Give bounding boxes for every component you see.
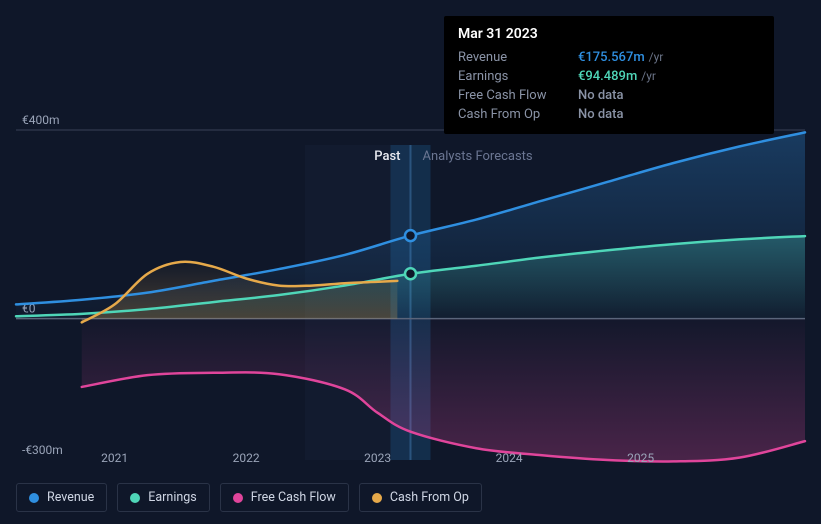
area-fcf [82,319,805,462]
label-past: Past [374,149,400,164]
marker-earnings [405,268,416,279]
x-axis-label: 2024 [496,451,523,465]
financial-forecast-chart: €400m€0-€300m20212022202320242025PastAna… [0,0,821,524]
chart-legend: Revenue Earnings Free Cash Flow Cash From O… [16,483,482,512]
tooltip-row-label: Cash From Op [458,105,578,124]
legend-item-earnings[interactable]: Earnings [117,483,209,512]
tooltip-row-label: Revenue [458,48,578,67]
x-axis-label: 2022 [233,451,260,465]
legend-dot-icon [233,493,243,503]
legend-label: Free Cash Flow [251,490,336,505]
tooltip-row-value: €175.567m/yr [578,48,760,67]
label-forecast: Analysts Forecasts [423,149,533,164]
tooltip-row-value: No data [578,105,760,124]
x-axis-label: 2021 [101,451,128,465]
tooltip-table: Revenue €175.567m/yrEarnings €94.489m/yr… [458,48,760,124]
tooltip-row: Cash From Op No data [458,105,760,124]
tooltip-row-label: Earnings [458,67,578,86]
tooltip-row: Free Cash Flow No data [458,86,760,105]
tooltip-row: Earnings €94.489m/yr [458,67,760,86]
marker-revenue [405,230,416,241]
legend-dot-icon [29,493,39,503]
tooltip-row-label: Free Cash Flow [458,86,578,105]
x-axis-label: 2025 [627,451,654,465]
tooltip-row-value: €94.489m/yr [578,67,760,86]
x-axis-label: 2023 [364,451,391,465]
legend-label: Earnings [148,490,196,505]
legend-item-revenue[interactable]: Revenue [16,483,107,512]
y-axis-label: -€300m [22,443,63,457]
tooltip-date: Mar 31 2023 [458,26,760,42]
tooltip-row: Revenue €175.567m/yr [458,48,760,67]
legend-dot-icon [372,493,382,503]
legend-item-free-cash-flow[interactable]: Free Cash Flow [220,483,349,512]
chart-tooltip: Mar 31 2023 Revenue €175.567m/yrEarnings… [444,16,774,134]
legend-label: Revenue [47,490,94,505]
legend-label: Cash From Op [390,490,469,505]
y-axis-label: €400m [22,113,60,127]
legend-item-cash-from-op[interactable]: Cash From Op [359,483,482,512]
tooltip-row-value: No data [578,86,760,105]
legend-dot-icon [130,493,140,503]
